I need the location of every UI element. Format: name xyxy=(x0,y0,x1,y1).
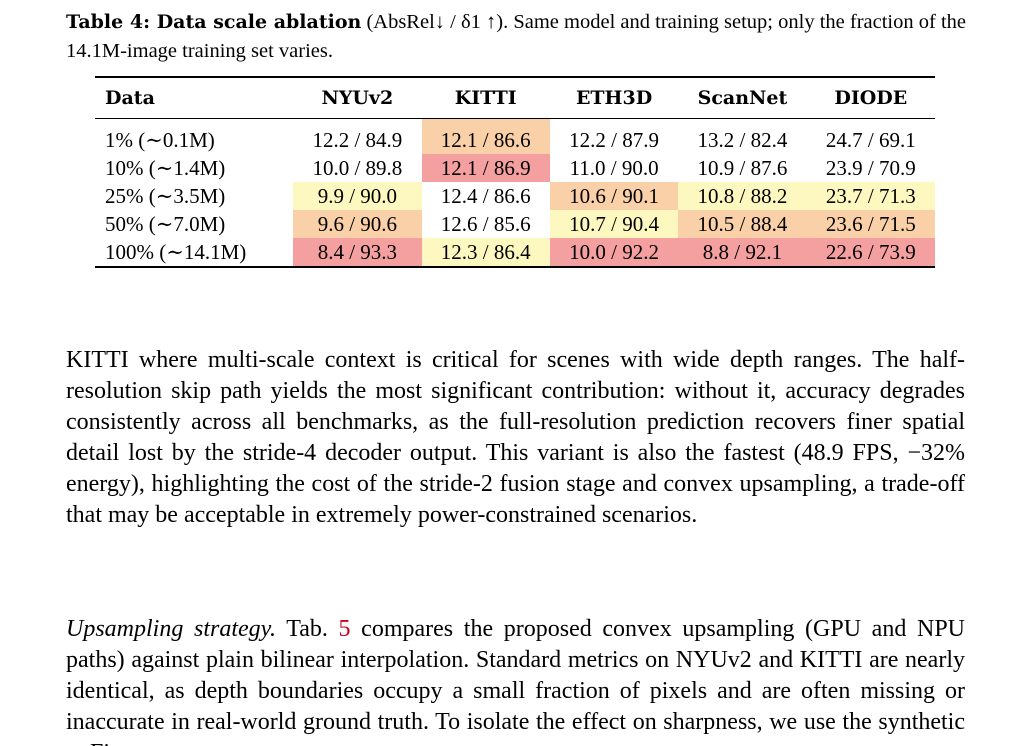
table-cell: 10.8 / 88.2 xyxy=(678,182,807,210)
table-row: 100% (∼14.1M) 8.4 / 93.3 12.3 / 86.4 10.… xyxy=(95,238,935,267)
table-cell: 12.4 / 86.6 xyxy=(421,182,550,210)
table-cell: 22.6 / 73.9 xyxy=(806,238,935,267)
body-paragraph-architecture: KITTI where multi-scale context is criti… xyxy=(66,347,965,528)
table-cell: 12.3 / 86.4 xyxy=(421,238,550,267)
table-cell: 10.0 / 89.8 xyxy=(293,154,422,182)
row-label: 100% (∼14.1M) xyxy=(105,239,247,264)
table-cell: 9.9 / 90.0 xyxy=(293,182,422,210)
column-header-data: Data xyxy=(95,77,294,119)
table-cell: 24.7 / 69.1 xyxy=(806,118,935,154)
row-label: 10% (∼1.4M) xyxy=(105,155,226,180)
table-cell: 23.7 / 71.3 xyxy=(806,182,935,210)
table-row: 1% (∼0.1M) 12.2 / 84.9 12.1 / 86.6 12.2 … xyxy=(95,118,935,154)
table-caption-label: Table 4: Data scale ablation xyxy=(66,11,362,33)
body-paragraph-upsampling: Upsampling strategy. Tab. 5 compares the… xyxy=(66,614,965,746)
table-cell: 9.6 / 90.6 xyxy=(293,210,422,238)
table-row: 50% (∼7.0M) 9.6 / 90.6 12.6 / 85.6 10.7 … xyxy=(95,210,935,238)
table-reference-link[interactable]: 5 xyxy=(338,616,351,642)
row-label: 50% (∼7.0M) xyxy=(105,211,226,236)
paragraph-text-post: compares the proposed convex upsampling … xyxy=(66,616,965,746)
paragraph-heading: Upsampling strategy. xyxy=(66,616,276,642)
column-header-scannet: ScanNet xyxy=(678,77,807,119)
table-cell: 12.1 / 86.9 xyxy=(421,154,550,182)
table-caption: Table 4: Data scale ablation (AbsRel↓ / … xyxy=(66,8,966,66)
table-cell: 10.7 / 90.4 xyxy=(549,210,679,238)
table-cell: 10.9 / 87.6 xyxy=(678,154,807,182)
table-cell: 10.5 / 88.4 xyxy=(678,210,807,238)
table-cell: 12.1 / 86.6 xyxy=(421,118,550,154)
table-cell: 12.2 / 87.9 xyxy=(549,118,679,154)
column-header-nyuv2: NYUv2 xyxy=(293,77,422,119)
column-header-eth3d: ETH3D xyxy=(549,77,679,119)
table-cell: 12.2 / 84.9 xyxy=(293,118,422,154)
table-cell: 12.6 / 85.6 xyxy=(421,210,550,238)
column-header-diode: DIODE xyxy=(806,77,935,119)
table-row: 10% (∼1.4M) 10.0 / 89.8 12.1 / 86.9 11.0… xyxy=(95,154,935,182)
table-cell: 23.9 / 70.9 xyxy=(806,154,935,182)
table-cell: 13.2 / 82.4 xyxy=(678,118,807,154)
table-cell: 8.8 / 92.1 xyxy=(678,238,807,267)
row-label: 1% (∼0.1M) xyxy=(105,127,215,152)
table-cell: 23.6 / 71.5 xyxy=(806,210,935,238)
table-header-row: Data NYUv2 KITTI ETH3D ScanNet DIODE xyxy=(95,77,935,119)
table-caption-text: (AbsRel↓ / δ1 ↑). Same model and trainin… xyxy=(66,11,966,62)
table-row: 25% (∼3.5M) 9.9 / 90.0 12.4 / 86.6 10.6 … xyxy=(95,182,935,210)
column-header-kitti: KITTI xyxy=(421,77,550,119)
table-cell: 8.4 / 93.3 xyxy=(293,238,422,267)
paragraph-text-pre: Tab. xyxy=(276,616,339,642)
row-label: 25% (∼3.5M) xyxy=(105,183,226,208)
table-cell: 10.6 / 90.1 xyxy=(549,182,679,210)
table-cell: 10.0 / 92.2 xyxy=(549,238,679,267)
data-scale-ablation-table: Data NYUv2 KITTI ETH3D ScanNet DIODE 1% … xyxy=(95,76,935,268)
table-cell: 11.0 / 90.0 xyxy=(549,154,679,182)
